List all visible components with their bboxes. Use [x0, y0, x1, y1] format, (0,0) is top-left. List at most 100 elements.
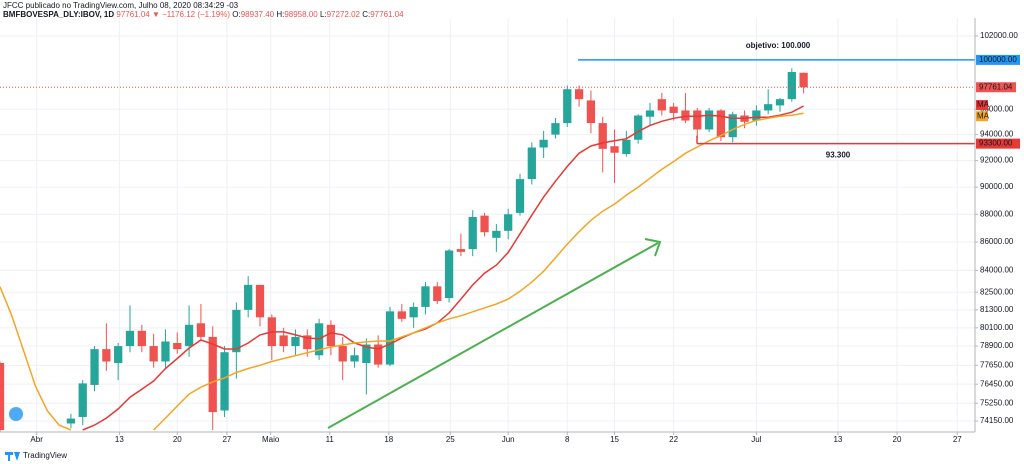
y-tick-label: 82500.00 — [980, 287, 1014, 296]
annotation-text: 93.300 — [826, 151, 851, 160]
candle-body — [90, 349, 99, 385]
x-tick-label: 18 — [384, 435, 393, 444]
y-tick-label: 78900.00 — [980, 341, 1014, 350]
ohlc-value: 97272.02 — [327, 10, 361, 19]
x-tick-label: 20 — [893, 435, 902, 444]
candle-body — [255, 284, 265, 318]
candle-body — [527, 147, 536, 180]
candle-body — [634, 115, 643, 140]
candle-body — [173, 343, 182, 350]
ohlc-value: 98937.40 — [241, 10, 275, 19]
axes: 102000.00 96000.00 94000.00 92000.00 90000.0… — [30, 31, 1020, 444]
candle-body — [102, 349, 111, 362]
x-tick-label: 13 — [115, 435, 124, 444]
last-price-label: 97761.04 — [979, 82, 1013, 91]
y-tick-label: 102000.00 — [980, 31, 1018, 40]
candle-body — [669, 106, 678, 113]
candle-body — [66, 418, 76, 424]
annotation-axis-label: 93300.00 — [979, 139, 1013, 148]
annotation-axis-box — [976, 54, 1020, 65]
candle-body — [504, 214, 513, 231]
last-price-box — [976, 82, 1016, 93]
x-tick-label: 22 — [669, 435, 678, 444]
trend-arrow-head — [644, 238, 662, 257]
ohlc-value: 97761.04 — [370, 10, 404, 19]
candle-body — [125, 330, 135, 347]
candle-body — [338, 346, 347, 362]
x-tick-label: 27 — [222, 435, 231, 444]
x-tick-label: 25 — [446, 435, 455, 444]
candle-body — [137, 330, 146, 347]
x-tick-label: Jun — [502, 435, 515, 444]
candle-body — [492, 230, 501, 238]
change: ▼ −1176.12 (−1.19%) — [152, 10, 230, 19]
annotation-axis-box — [976, 138, 1020, 149]
candle-body — [303, 335, 312, 350]
candle-body — [362, 344, 371, 364]
y-tick-label: 75250.00 — [980, 398, 1014, 407]
y-tick-label: 92000.00 — [980, 156, 1014, 165]
candle-body — [421, 286, 430, 307]
candle-body — [693, 110, 702, 130]
logo-badge — [9, 407, 23, 421]
x-tick-label: 20 — [173, 435, 182, 444]
candle-body — [716, 110, 726, 138]
candle-body — [397, 311, 406, 319]
candle-body — [586, 100, 596, 124]
y-tick-label: 88000.00 — [980, 209, 1014, 218]
candle-body — [645, 110, 655, 117]
ma-label: MA — [977, 100, 990, 109]
x-tick-label: 15 — [610, 435, 619, 444]
symbol: BMFBOVESPA_DLY:IBOV, 1D — [3, 10, 114, 19]
header-quote: BMFBOVESPA_DLY:IBOV, 1D 97761.04 ▼ −1176… — [3, 10, 404, 19]
ohlc-label: H: — [276, 10, 284, 19]
ma-label: MA — [977, 111, 990, 120]
footer-brand: TradingView — [23, 451, 67, 460]
candle-body — [598, 123, 607, 149]
candle-body — [764, 104, 773, 111]
candle-body — [657, 99, 666, 111]
candle-body — [0, 363, 5, 431]
candle-body — [433, 286, 442, 302]
candle-body — [279, 335, 288, 347]
candle-body — [799, 72, 808, 88]
candle-body — [196, 323, 206, 337]
x-tick-label: Abr — [30, 435, 43, 444]
x-tick-label: 27 — [953, 435, 962, 444]
ohlc-label: O: — [232, 10, 240, 19]
moving-average — [0, 112, 804, 431]
x-tick-label: Maio — [262, 435, 280, 444]
candle-body — [114, 346, 123, 364]
y-tick-label: 80100.00 — [980, 323, 1014, 332]
y-tick-label: 86000.00 — [980, 237, 1014, 246]
trend-arrow — [327, 242, 659, 429]
candle-body — [787, 72, 796, 100]
candle-body — [326, 324, 336, 347]
footer-logo — [5, 452, 20, 461]
candle-body — [775, 99, 785, 106]
header-title: JFCC publicado no TradingView.com, Julho… — [3, 1, 239, 10]
ma-label-box — [976, 111, 988, 122]
candle-body — [563, 89, 572, 124]
ohlc-label: C: — [362, 10, 370, 19]
ohlc-label: L: — [320, 10, 327, 19]
candle-body — [350, 355, 359, 362]
annotation-text: objetivo: 100.000 — [746, 41, 811, 50]
candle-body — [291, 336, 300, 347]
candle-body — [574, 89, 584, 100]
y-tick-label: 74150.00 — [980, 416, 1014, 425]
ma-label-box — [976, 100, 988, 111]
x-tick-label: Jul — [751, 435, 761, 444]
ohlc-value: 98958.00 — [284, 10, 318, 19]
candle-body — [610, 146, 619, 153]
candle-body — [374, 344, 383, 365]
plot-area: objetivo: 100.000 93.300 — [0, 41, 975, 432]
y-tick-label: 76450.00 — [980, 379, 1014, 388]
x-tick-label: 11 — [326, 435, 335, 444]
candle-body — [208, 336, 217, 413]
y-tick-label: 96000.00 — [980, 104, 1014, 113]
candle-body — [752, 110, 761, 121]
candle-body — [704, 110, 714, 130]
